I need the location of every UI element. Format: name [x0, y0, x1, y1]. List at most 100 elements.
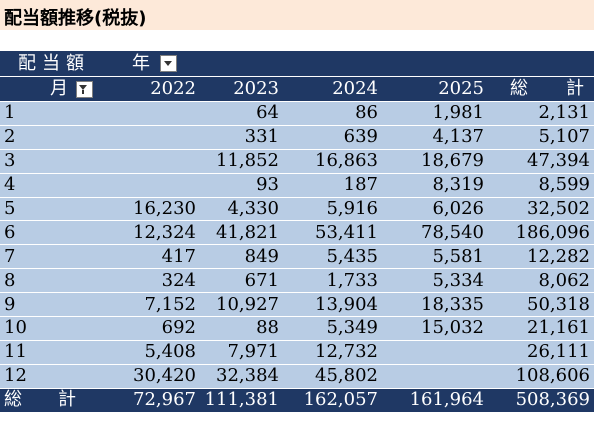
value-cell: 7,971 [200, 340, 283, 365]
month-cell: 11 [0, 340, 100, 365]
value-cell: 331 [200, 125, 283, 150]
pivot-header-row-2: 月 2022 2023 2024 2025 総計 [0, 76, 594, 102]
value-cell: 78,540 [382, 220, 488, 246]
value-cell: 417 [100, 244, 200, 270]
grand-total-header-part2: 計 [566, 78, 584, 99]
value-cell: 18,679 [382, 149, 488, 174]
pivot-table: 配当額年 月 2022 2023 2024 2025 総計 1 64 86 1,981… [0, 51, 594, 412]
row-total-cell: 2,131 [488, 101, 594, 126]
value-cell: 5,435 [283, 244, 382, 270]
month-cell: 4 [0, 173, 100, 198]
row-total-cell: 12,282 [488, 244, 594, 270]
value-cell: 5,334 [382, 268, 488, 294]
table-row: 9 7,152 10,927 13,904 18,335 50,318 [0, 292, 594, 318]
row-total-cell: 108,606 [488, 364, 594, 389]
table-row: 10 692 88 5,349 15,032 21,161 [0, 316, 594, 341]
value-cell [382, 364, 488, 389]
row-total-cell: 21,161 [488, 316, 594, 341]
value-cell: 12,732 [283, 340, 382, 365]
table-row: 7 417 849 5,435 5,581 12,282 [0, 244, 594, 270]
row-field-cell: 月 [0, 76, 100, 102]
value-cell: 692 [100, 316, 200, 341]
value-field-label: 配当額 [18, 52, 90, 74]
value-cell [100, 149, 200, 174]
value-cell: 30,420 [100, 364, 200, 389]
table-row: 6 12,324 41,821 53,411 78,540 186,096 [0, 220, 594, 246]
row-total-cell: 186,096 [488, 220, 594, 246]
header-blank [382, 51, 488, 77]
value-cell: 53,411 [283, 220, 382, 246]
table-row: 5 16,230 4,330 5,916 6,026 32,502 [0, 197, 594, 222]
row-field-label: 月 [50, 78, 68, 99]
table-row: 8 324 671 1,733 5,334 8,062 [0, 268, 594, 294]
value-cell: 13,904 [283, 292, 382, 318]
value-cell: 93 [200, 173, 283, 198]
table-row: 11 5,408 7,971 12,732 26,111 [0, 340, 594, 365]
row-total-cell: 8,062 [488, 268, 594, 294]
value-cell [100, 173, 200, 198]
value-cell: 5,408 [100, 340, 200, 365]
row-total-cell: 8,599 [488, 173, 594, 198]
pivot-header-row-1: 配当額 年 [0, 51, 594, 77]
page-title: 配当額推移(税抜) [4, 8, 147, 29]
value-cell: 32,384 [200, 364, 283, 389]
grand-total-header-part1: 総 [510, 78, 528, 99]
value-cell: 1,981 [382, 101, 488, 126]
value-cell: 187 [283, 173, 382, 198]
grand-total-2025: 161,964 [382, 388, 488, 412]
grand-total-row-label: 総 計 [0, 388, 100, 412]
value-cell: 45,802 [283, 364, 382, 389]
value-cell: 4,137 [382, 125, 488, 150]
value-cell: 15,032 [382, 316, 488, 341]
grand-total-2023: 111,381 [200, 388, 283, 412]
month-cell: 3 [0, 149, 100, 174]
table-row: 12 30,420 32,384 45,802 108,606 [0, 364, 594, 389]
grand-total-all: 508,369 [488, 388, 594, 412]
year-header-2024: 2024 [283, 76, 382, 102]
value-cell [100, 125, 200, 150]
grand-total-row: 総 計 72,967 111,381 162,057 161,964 508,3… [0, 388, 594, 412]
grand-total-2022: 72,967 [100, 388, 200, 412]
title-bar: 配当額推移(税抜) [0, 0, 594, 30]
header-blank [283, 51, 382, 77]
value-cell [382, 340, 488, 365]
row-total-cell: 50,318 [488, 292, 594, 318]
row-total-cell: 26,111 [488, 340, 594, 365]
value-cell: 639 [283, 125, 382, 150]
row-total-cell: 5,107 [488, 125, 594, 150]
value-cell [100, 101, 200, 126]
month-cell: 2 [0, 125, 100, 150]
value-cell: 64 [200, 101, 283, 126]
table-row: 1 64 86 1,981 2,131 [0, 101, 594, 126]
column-field-label: 年 [132, 52, 152, 74]
table-row: 4 93 187 8,319 8,599 [0, 173, 594, 198]
value-cell: 11,852 [200, 149, 283, 174]
header-blank [488, 51, 594, 77]
month-cell: 5 [0, 197, 100, 222]
value-cell: 849 [200, 244, 283, 270]
month-cell: 6 [0, 220, 100, 246]
row-filter-dropdown-icon[interactable] [76, 80, 93, 98]
value-cell: 16,863 [283, 149, 382, 174]
table-row: 2 331 639 4,137 5,107 [0, 125, 594, 150]
pivot-corner: 配当額 年 [0, 51, 200, 77]
value-cell: 324 [100, 268, 200, 294]
month-cell: 1 [0, 101, 100, 126]
value-cell: 5,581 [382, 244, 488, 270]
year-header-2023: 2023 [200, 76, 283, 102]
year-header-2025: 2025 [382, 76, 488, 102]
value-cell: 8,319 [382, 173, 488, 198]
grand-total-header: 総計 [488, 76, 594, 102]
value-cell: 5,349 [283, 316, 382, 341]
value-cell: 86 [283, 101, 382, 126]
value-cell: 88 [200, 316, 283, 341]
month-cell: 12 [0, 364, 100, 389]
table-row: 3 11,852 16,863 18,679 47,394 [0, 149, 594, 174]
value-cell: 6,026 [382, 197, 488, 222]
column-filter-dropdown-icon[interactable] [160, 55, 177, 72]
value-cell: 10,927 [200, 292, 283, 318]
row-total-cell: 47,394 [488, 149, 594, 174]
value-cell: 671 [200, 268, 283, 294]
grand-total-2024: 162,057 [283, 388, 382, 412]
month-cell: 8 [0, 268, 100, 294]
